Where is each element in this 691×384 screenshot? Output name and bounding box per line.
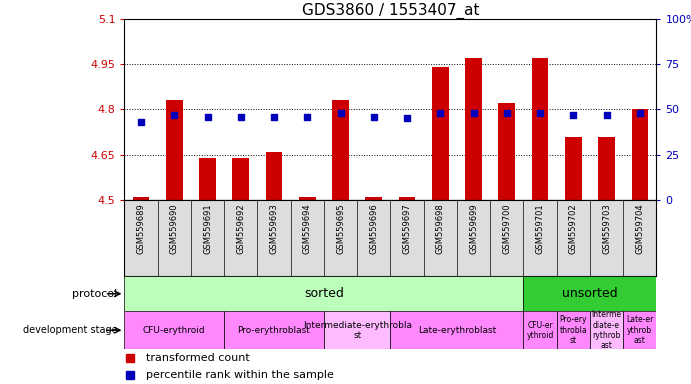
Bar [598,137,615,200]
Text: protocol: protocol [73,289,117,299]
Point [302,114,313,120]
Text: GSM559694: GSM559694 [303,204,312,254]
Text: GSM559700: GSM559700 [502,204,511,254]
Bar [557,311,590,349]
Text: Intermediate-erythrobla
st: Intermediate-erythrobla st [303,321,412,340]
Text: CFU-er
ythroid: CFU-er ythroid [527,321,553,340]
Bar [324,311,390,349]
Bar [166,101,182,200]
Point [269,114,280,120]
Point [235,114,246,120]
Text: Late-erythroblast: Late-erythroblast [418,326,496,335]
Point [535,110,546,116]
Bar [432,67,448,200]
Bar [498,103,515,200]
Text: GSM559690: GSM559690 [170,204,179,254]
Point [634,110,645,116]
Text: development stage: development stage [23,325,117,335]
Text: Pro-erythroblast: Pro-erythroblast [238,326,310,335]
Point [169,112,180,118]
Text: Interme
diate-e
rythrob
ast: Interme diate-e rythrob ast [591,310,622,350]
Point [368,114,379,120]
Text: GSM559691: GSM559691 [203,204,212,254]
Text: GSM559698: GSM559698 [436,204,445,254]
Point [335,110,346,116]
Text: GSM559699: GSM559699 [469,204,478,254]
Bar [523,276,656,311]
Bar [532,58,549,200]
Point [135,119,146,125]
Text: Late-er
ythrob
ast: Late-er ythrob ast [626,315,654,345]
Bar [399,197,415,200]
Text: GSM559702: GSM559702 [569,204,578,254]
Bar [266,152,283,200]
Text: unsorted: unsorted [562,287,618,300]
Bar [199,157,216,200]
Bar [124,311,224,349]
Point [435,110,446,116]
Bar [623,311,656,349]
Point [401,116,413,122]
Text: GSM559697: GSM559697 [403,204,412,254]
Bar [332,101,349,200]
Bar [224,311,324,349]
Text: GSM559689: GSM559689 [137,204,146,254]
Point [468,110,479,116]
Text: transformed count: transformed count [146,353,249,363]
Text: GSM559704: GSM559704 [635,204,644,254]
Bar [366,197,382,200]
Bar [232,157,249,200]
Text: CFU-erythroid: CFU-erythroid [143,326,206,335]
Bar [390,311,523,349]
Point [202,114,213,120]
Bar [133,197,149,200]
Title: GDS3860 / 1553407_at: GDS3860 / 1553407_at [302,3,479,19]
Bar [523,311,557,349]
Bar [632,109,648,200]
Text: GSM559695: GSM559695 [336,204,345,254]
Bar [299,197,316,200]
Point [568,112,579,118]
Text: GSM559701: GSM559701 [536,204,545,254]
Point [601,112,612,118]
Bar [565,137,582,200]
Text: GSM559703: GSM559703 [602,204,611,254]
Text: GSM559693: GSM559693 [269,204,278,254]
Text: percentile rank within the sample: percentile rank within the sample [146,370,334,381]
Text: sorted: sorted [304,287,344,300]
Bar [124,276,523,311]
Point [501,110,512,116]
Text: GSM559696: GSM559696 [369,204,378,254]
Text: Pro-ery
throbla
st: Pro-ery throbla st [560,315,587,345]
Bar [590,311,623,349]
Bar [465,58,482,200]
Text: GSM559692: GSM559692 [236,204,245,254]
